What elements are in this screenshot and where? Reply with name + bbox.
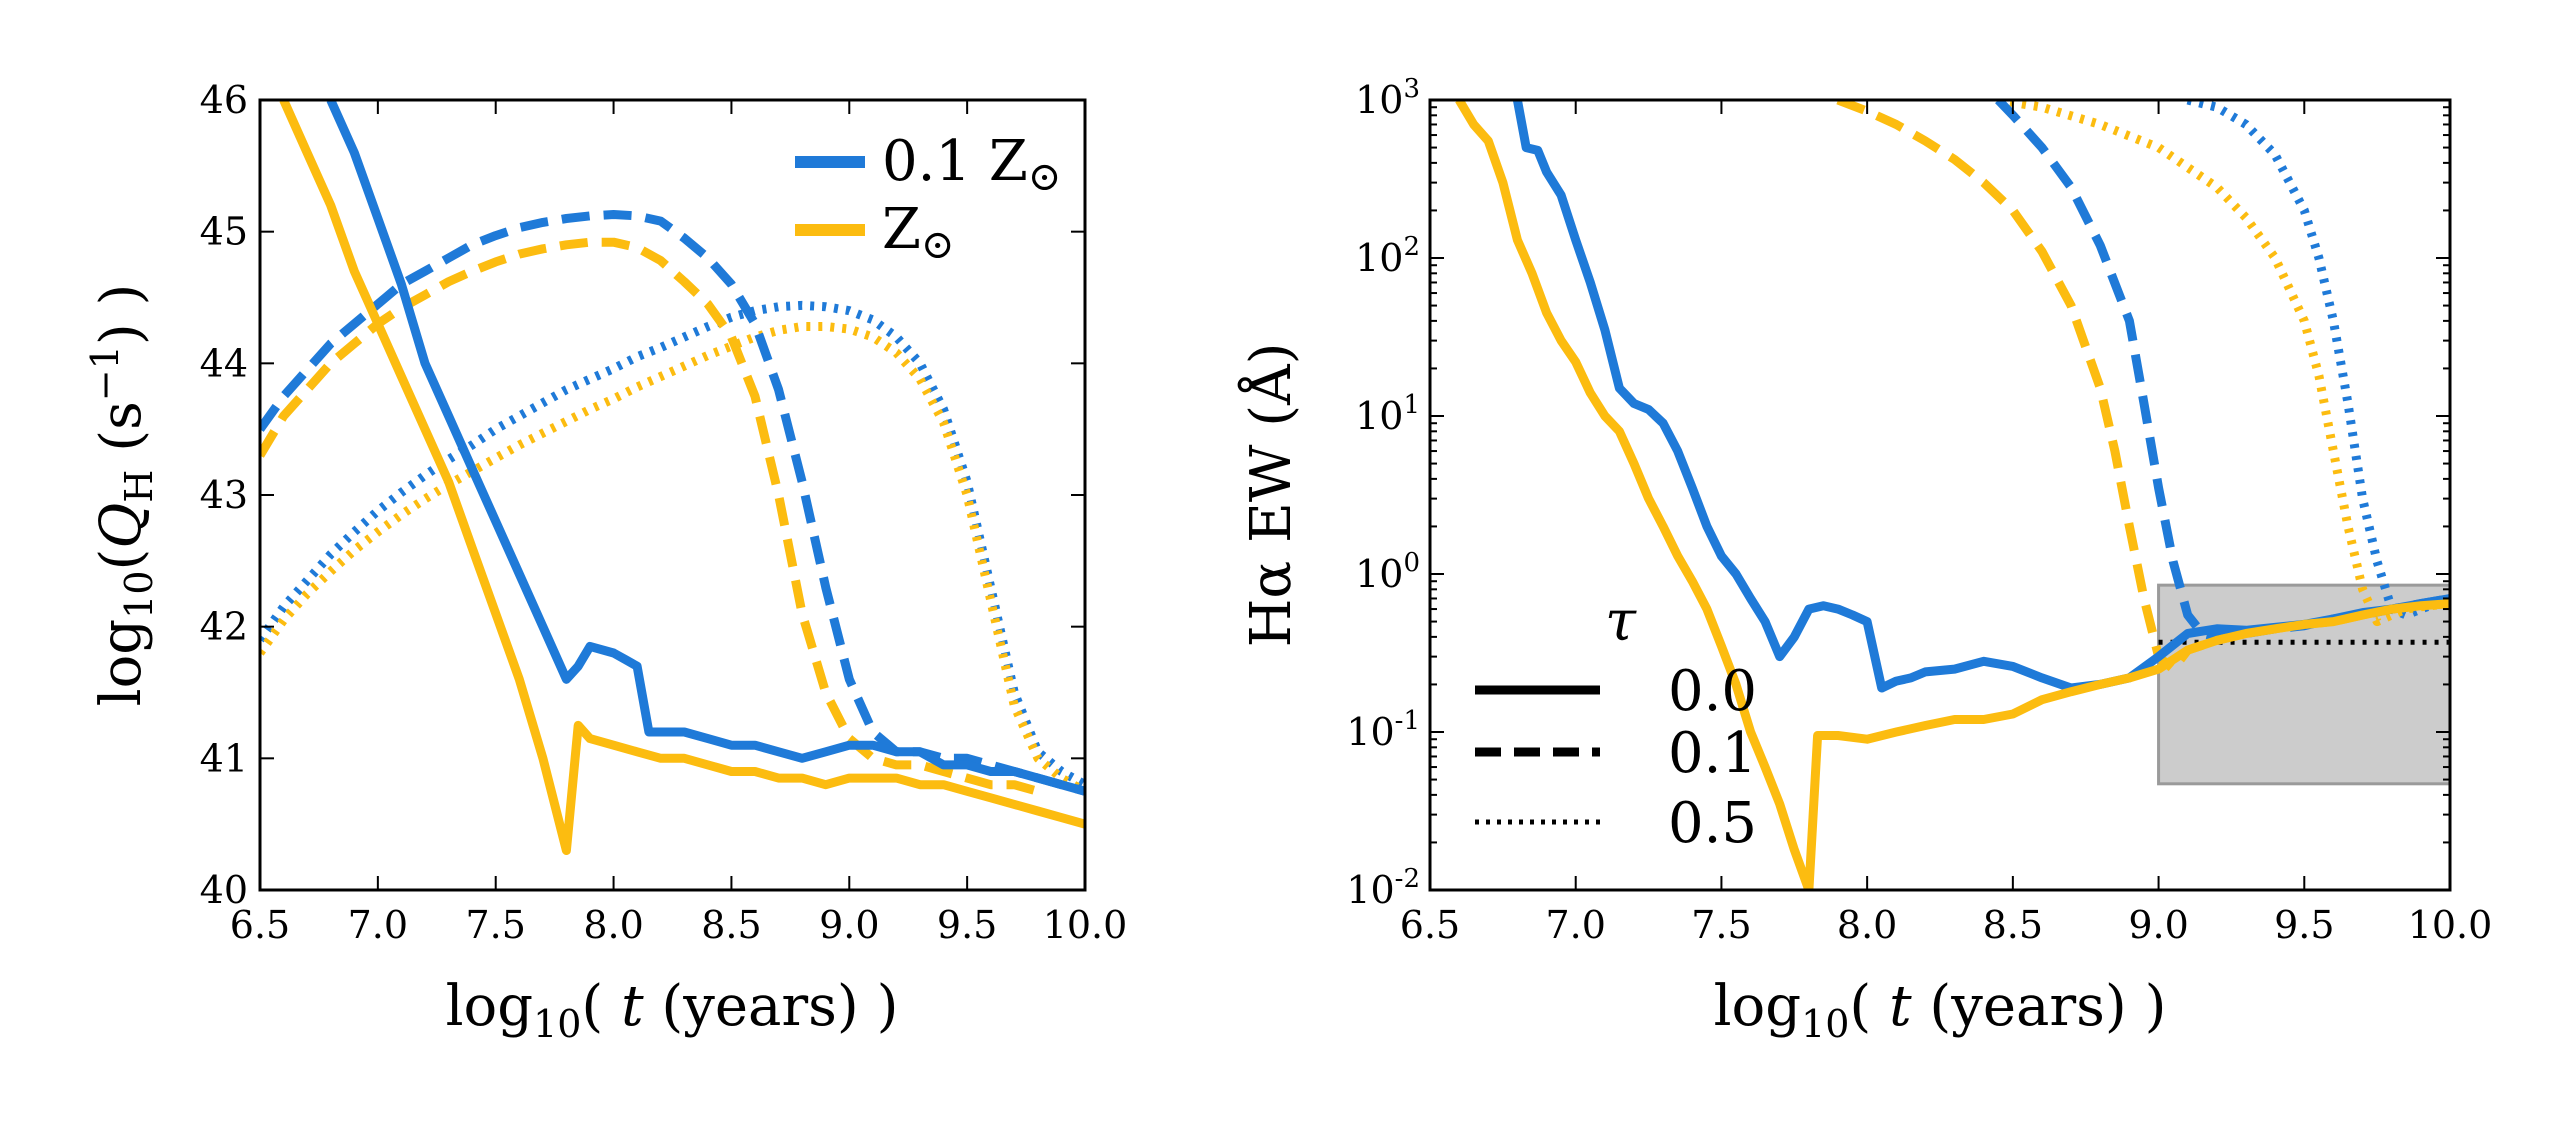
right-series-line — [1512, 100, 2450, 693]
right-y-tick-label: 102 — [1355, 232, 1420, 280]
left-y-tick-label: 43 — [200, 473, 248, 517]
left-x-axis-label: log10( t (years) ) — [446, 974, 899, 1046]
left-y-tick-label: 46 — [200, 78, 248, 122]
right-x-tick-label: 6.5 — [1400, 903, 1460, 947]
left-y-tick-label: 40 — [200, 868, 248, 912]
right-x-tick-label: 8.0 — [1837, 903, 1897, 947]
left-x-tick-label: 9.0 — [819, 903, 879, 947]
left-series-line — [260, 322, 1085, 796]
left-y-axis-label: log10(QH (s−1) ) — [83, 284, 161, 707]
left-x-tick-label: 7.5 — [465, 903, 525, 947]
left-y-tick-label: 44 — [200, 341, 248, 385]
right-series-line — [1836, 100, 2450, 674]
right-ticks: 6.5 7.0 7.5 8.0 8.5 9.0 9.5 10.0 10-2 10-1 100 101 1… — [1346, 74, 2492, 947]
left-series-line — [326, 100, 1085, 796]
right-shaded-region-group — [2157, 583, 2450, 786]
left-x-tick-label: 8.0 — [583, 903, 643, 947]
legend-label-solid: 0.0 — [1668, 659, 1757, 724]
right-series-line — [1455, 100, 2450, 890]
left-legend: 0.1 Z⊙ Z⊙ — [795, 129, 1061, 268]
left-series-line — [260, 237, 1040, 796]
left-plot-series — [260, 100, 1085, 855]
right-x-tick-label: 9.0 — [2128, 903, 2188, 947]
left-series-line — [279, 100, 1085, 855]
right-series-line — [1997, 100, 2450, 627]
left-series-line — [260, 300, 1085, 789]
left-plot-frame — [258, 98, 1087, 892]
legend-label-dashed: 0.1 — [1668, 721, 1757, 786]
left-x-tick-label: 9.5 — [937, 903, 997, 947]
right-series-line — [1995, 100, 2450, 642]
right-y-tick-label: 100 — [1355, 548, 1420, 596]
right-y-tick-label: 101 — [1355, 390, 1420, 438]
left-series-line — [260, 210, 1085, 796]
left-y-tick-label: 41 — [200, 736, 248, 780]
left-ticks: 6.5 7.0 7.5 8.0 8.5 9.0 9.5 10.0 40 41 42 43 44 45 46 — [200, 78, 1128, 947]
legend-title-tau: τ — [1605, 589, 1637, 654]
right-y-tick-label: 103 — [1355, 74, 1420, 122]
right-plot-series — [1455, 100, 2450, 890]
left-y-tick-label: 45 — [200, 210, 248, 254]
right-x-tick-label: 8.5 — [1983, 903, 2043, 947]
left-y-tick-label: 42 — [200, 605, 248, 649]
right-legend: τ 0.0 0.1 0.5 — [1475, 589, 1757, 856]
left-chart: 6.5 7.0 7.5 8.0 8.5 9.0 9.5 10.040414243444546 … — [83, 78, 1127, 1046]
left-x-tick-label: 8.5 — [701, 903, 761, 947]
legend-label-blue: 0.1 Z⊙ — [882, 129, 1061, 200]
svg-text:log10(QH (s−1) ): log10(QH (s−1) ) — [83, 284, 161, 707]
right-y-tick-label: 10-1 — [1346, 706, 1420, 754]
left-x-tick-label: 6.5 — [230, 903, 290, 947]
right-x-tick-label: 10.0 — [2408, 903, 2493, 947]
right-x-tick-label: 7.5 — [1691, 903, 1751, 947]
left-x-tick-label: 10.0 — [1043, 903, 1128, 947]
right-shaded-region — [2157, 583, 2450, 786]
left-x-tick-label: 7.0 — [348, 903, 408, 947]
right-chart: 6.5 7.0 7.5 8.0 8.5 9.0 9.5 10.0 10-2 10-1 100 101 1… — [1237, 74, 2492, 1046]
right-x-axis-label: log10( t (years) ) — [1714, 974, 2167, 1046]
right-y-axis-label: Hα EW (Å) — [1237, 343, 1304, 648]
right-plot-frame — [1428, 98, 2452, 892]
legend-label-dotted: 0.5 — [1668, 791, 1757, 856]
right-x-tick-label: 7.0 — [1545, 903, 1605, 947]
right-x-tick-label: 9.5 — [2274, 903, 2334, 947]
right-series-line — [2186, 100, 2450, 620]
right-y-tick-label: 10-2 — [1346, 864, 1420, 912]
legend-label-yellow: Z⊙ — [882, 197, 954, 268]
